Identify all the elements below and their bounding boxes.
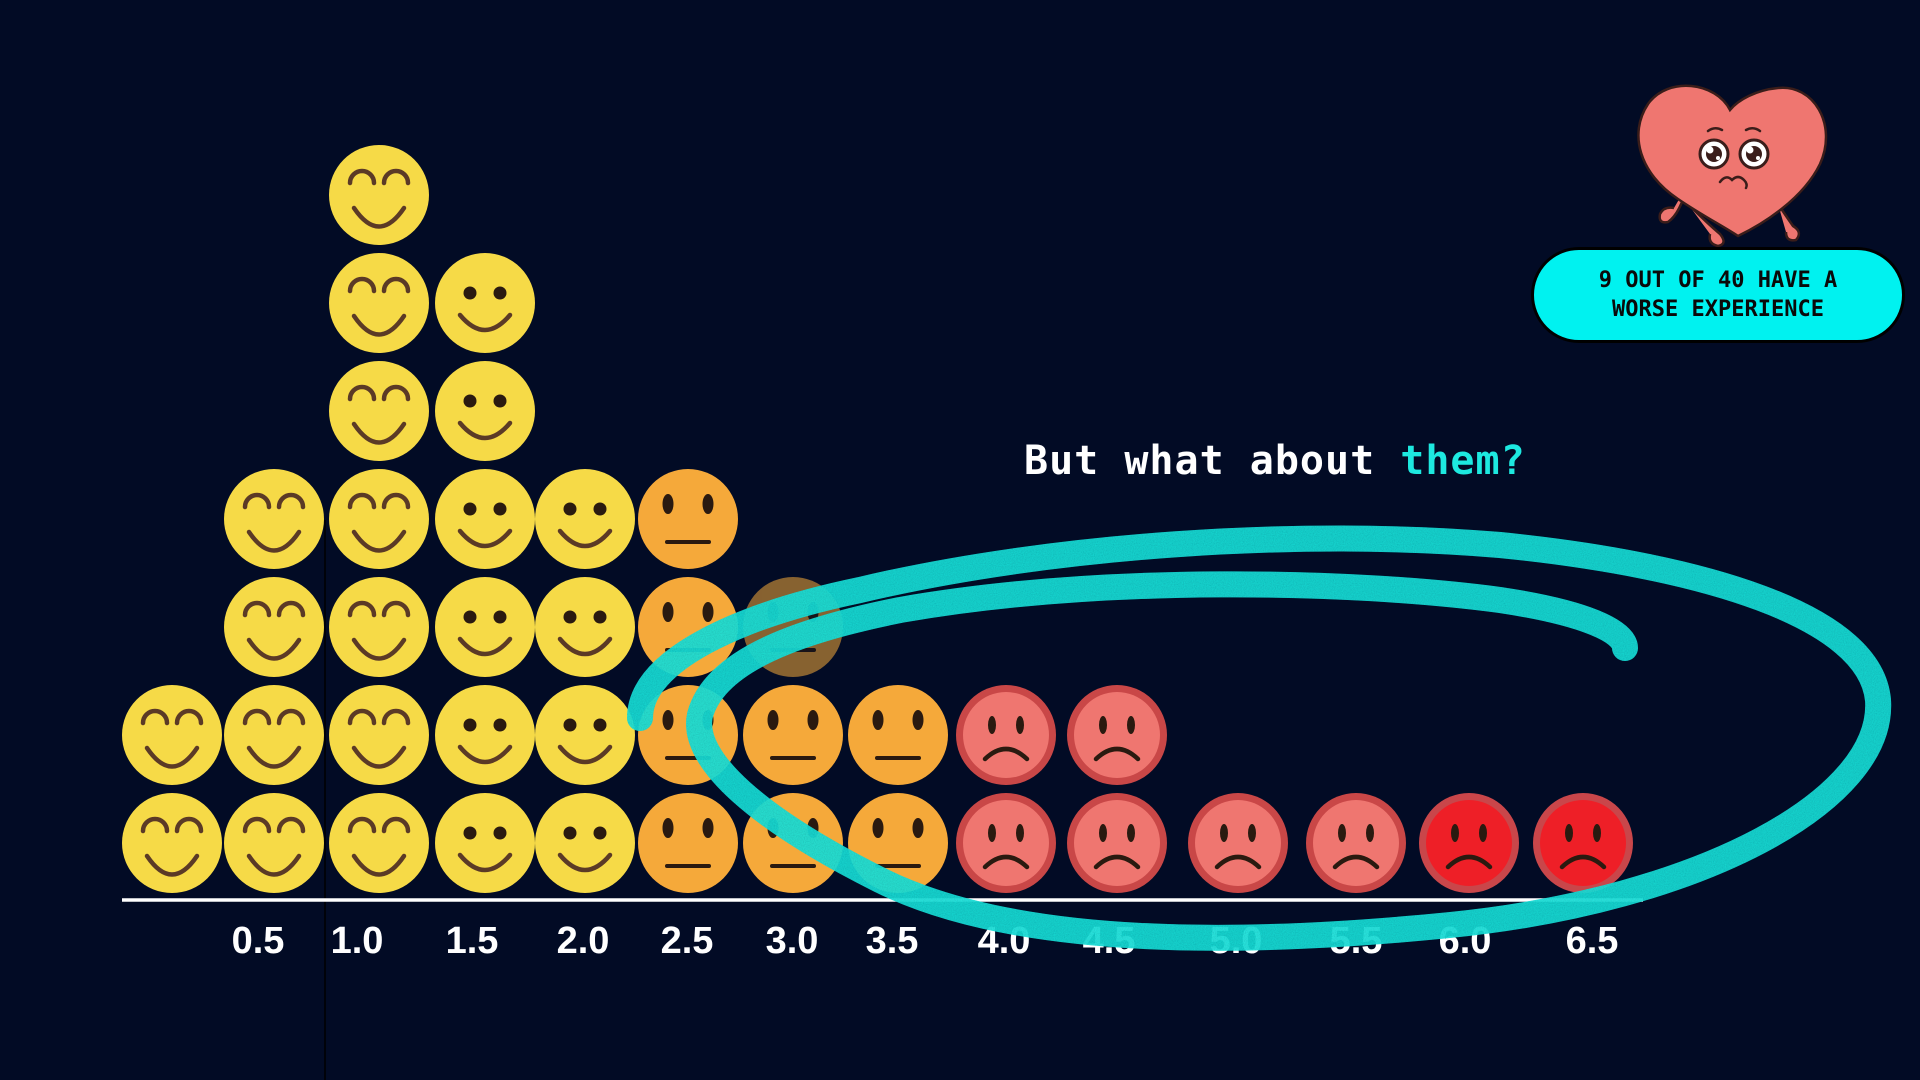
frowning-face-icon — [956, 793, 1056, 893]
grinning-face-icon — [224, 793, 324, 893]
headline-text: But what about — [1024, 438, 1401, 484]
neutral-face-icon — [743, 685, 843, 785]
neutral-face-icon — [638, 469, 738, 569]
smiling-face-icon — [435, 793, 535, 893]
smiling-face-icon — [535, 469, 635, 569]
smiling-face-icon — [535, 793, 635, 893]
neutral-face-icon — [848, 685, 948, 785]
x-tick-label: 1.5 — [446, 920, 499, 962]
grinning-face-icon — [224, 469, 324, 569]
frowning-face-icon — [1306, 793, 1406, 893]
scribble-stroke — [627, 525, 1892, 951]
grinning-face-icon — [224, 685, 324, 785]
x-tick-label: 1.0 — [331, 920, 384, 962]
grinning-face-icon — [329, 793, 429, 893]
grinning-face-icon — [122, 685, 222, 785]
callout-line-1: 9 OUT OF 40 HAVE A — [1598, 268, 1838, 293]
smiling-face-icon — [535, 577, 635, 677]
headline-highlight: them? — [1400, 438, 1526, 484]
grinning-face-icon — [329, 145, 429, 245]
x-tick-label: 3.5 — [866, 920, 919, 962]
callout-line-2: WORSE EXPERIENCE — [1612, 297, 1824, 322]
grinning-face-icon — [329, 685, 429, 785]
x-tick-label: 3.0 — [766, 920, 819, 962]
frowning-face-icon — [1067, 793, 1167, 893]
smiling-face-icon — [435, 685, 535, 785]
face-icon — [1533, 793, 1633, 893]
highlight-scribble — [627, 525, 1892, 951]
x-tick-label: 2.5 — [661, 920, 714, 962]
smiling-face-icon — [435, 361, 535, 461]
grinning-face-icon — [329, 361, 429, 461]
face-marks — [122, 145, 1633, 893]
x-tick-label: 6.5 — [1566, 920, 1619, 962]
smiling-face-icon — [435, 469, 535, 569]
smiling-face-icon — [535, 685, 635, 785]
grinning-face-icon — [122, 793, 222, 893]
x-tick-label: 2.0 — [557, 920, 610, 962]
smiling-face-icon — [435, 577, 535, 677]
x-tick-labels: 0.5 1.0 1.5 2.0 2.5 3.0 3.5 4.0 4.5 5.0 5.5 6.0 6.5 — [232, 920, 1619, 962]
neutral-face-icon — [638, 793, 738, 893]
frowning-face-icon — [956, 685, 1056, 785]
grinning-face-icon — [224, 577, 324, 677]
x-tick-label: 0.5 — [232, 920, 285, 962]
frowning-face-icon — [1067, 685, 1167, 785]
callout-badge: 9 OUT OF 40 HAVE A WORSE EXPERIENCE — [1531, 247, 1905, 343]
smiling-face-icon — [435, 253, 535, 353]
grinning-face-icon — [329, 469, 429, 569]
grinning-face-icon — [329, 253, 429, 353]
frowning-face-icon — [1188, 793, 1288, 893]
headline: But what about them? — [1024, 438, 1526, 484]
face-icon — [1419, 793, 1519, 893]
sad-heart-character-icon — [1637, 84, 1828, 248]
grinning-face-icon — [329, 577, 429, 677]
